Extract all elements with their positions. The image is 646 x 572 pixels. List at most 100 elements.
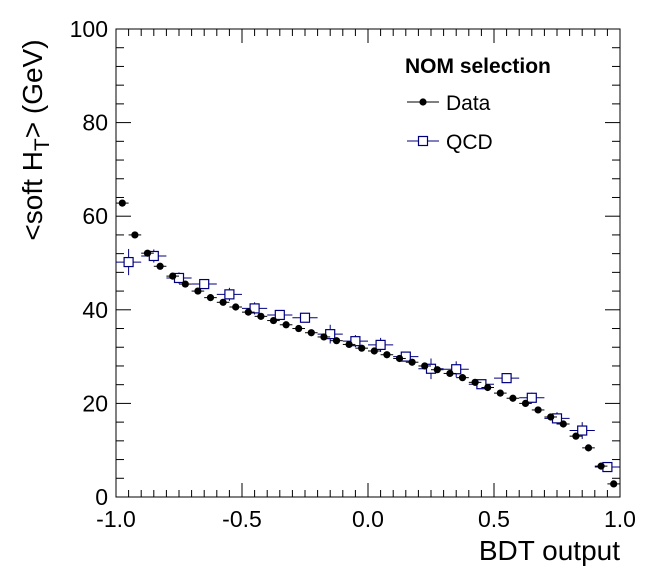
qcd-marker <box>526 392 537 403</box>
qcd-point <box>443 361 469 378</box>
data-point <box>405 358 419 366</box>
qcd-marker <box>199 278 210 290</box>
y-axis-title-tail: > (GeV) <box>17 39 48 138</box>
data-point <box>128 231 142 239</box>
data-marker <box>269 316 278 325</box>
qcd-point <box>191 278 217 290</box>
data-marker <box>232 303 240 311</box>
data-point <box>116 199 129 207</box>
data-marker <box>408 358 416 366</box>
plot-frame-group <box>115 28 621 498</box>
data-marker <box>282 321 290 329</box>
x-tick-label: 1.0 <box>604 506 636 532</box>
data-marker <box>610 480 618 488</box>
data-marker <box>597 462 605 470</box>
data-marker <box>547 413 555 421</box>
data-marker <box>143 249 152 257</box>
data-marker <box>521 399 530 407</box>
data-marker <box>395 354 404 363</box>
data-point <box>166 272 179 280</box>
data-marker <box>484 383 492 392</box>
data-marker <box>471 378 479 386</box>
legend-label-data: Data <box>446 92 491 115</box>
data-marker <box>295 324 303 333</box>
data-point <box>229 303 242 311</box>
data-marker <box>332 337 341 345</box>
data-marker <box>320 333 328 341</box>
legend-label-qcd: QCD <box>446 131 493 154</box>
data-marker <box>131 231 139 239</box>
data-point <box>393 354 406 363</box>
qcd-marker <box>577 425 588 436</box>
y-tick-label: 100 <box>70 16 108 42</box>
data-marker <box>446 369 454 378</box>
data-marker <box>219 298 227 306</box>
data-point <box>607 480 620 488</box>
data-point <box>368 347 381 355</box>
data-point <box>506 394 520 402</box>
y-axis-title-subscript: T <box>31 138 54 151</box>
data-point <box>305 329 318 337</box>
qcd-point <box>519 392 545 403</box>
qcd-point <box>368 337 394 352</box>
data-point <box>242 308 255 316</box>
data-point <box>431 366 444 374</box>
x-tick-label: 0.0 <box>352 506 384 532</box>
data-point <box>569 432 583 440</box>
legend: NOM selection Data QCD <box>405 55 551 154</box>
data-point <box>279 321 293 329</box>
data-marker <box>572 432 580 440</box>
data-point <box>380 351 394 359</box>
data-point <box>443 369 457 378</box>
data-point <box>292 324 305 333</box>
data-point <box>494 389 507 397</box>
data-marker <box>383 351 391 359</box>
data-point <box>594 462 608 470</box>
axis-ticks: -1.0 -0.5 0.0 0.5 1.0 0 20 40 60 80 100 <box>70 16 636 532</box>
data-point <box>179 280 192 288</box>
data-point <box>216 298 230 306</box>
data-marker <box>244 308 252 316</box>
data-point <box>204 294 217 302</box>
data-point <box>557 420 570 428</box>
qcd-point <box>116 248 142 276</box>
data-marker <box>370 347 378 355</box>
legend-qcd-square <box>417 135 429 147</box>
y-axis-label: <soft HT> (GeV) <box>17 39 54 240</box>
data-marker <box>433 366 441 374</box>
data-point <box>582 444 595 452</box>
qcd-marker <box>299 312 311 323</box>
data-point <box>355 344 368 352</box>
data-point <box>418 362 431 370</box>
data-marker <box>559 420 567 428</box>
data-point <box>544 413 557 421</box>
y-tick-label: 80 <box>82 110 108 136</box>
legend-marker-qcd <box>407 135 439 147</box>
qcd-marker <box>501 373 512 384</box>
data-point <box>330 337 343 345</box>
qcd-point <box>494 373 520 384</box>
data-marker <box>257 312 265 320</box>
data-marker <box>156 262 164 270</box>
qcd-point <box>216 287 242 301</box>
data-point <box>342 340 356 349</box>
legend-data-dot <box>419 98 427 106</box>
data-marker <box>584 444 593 452</box>
data-marker <box>458 374 467 382</box>
data-point <box>141 249 154 257</box>
qcd-marker <box>224 289 235 300</box>
data-points <box>116 199 620 488</box>
data-marker <box>358 344 366 352</box>
data-point <box>456 374 469 382</box>
plot-frame <box>115 28 621 498</box>
data-point <box>317 333 331 341</box>
data-marker <box>118 199 126 207</box>
data-marker <box>421 362 429 370</box>
data-marker <box>534 406 542 414</box>
data-point <box>254 312 268 320</box>
y-axis-title-main: <soft H <box>17 151 48 240</box>
data-point <box>267 316 280 325</box>
y-tick-label: 20 <box>82 390 108 416</box>
data-point <box>191 287 205 295</box>
